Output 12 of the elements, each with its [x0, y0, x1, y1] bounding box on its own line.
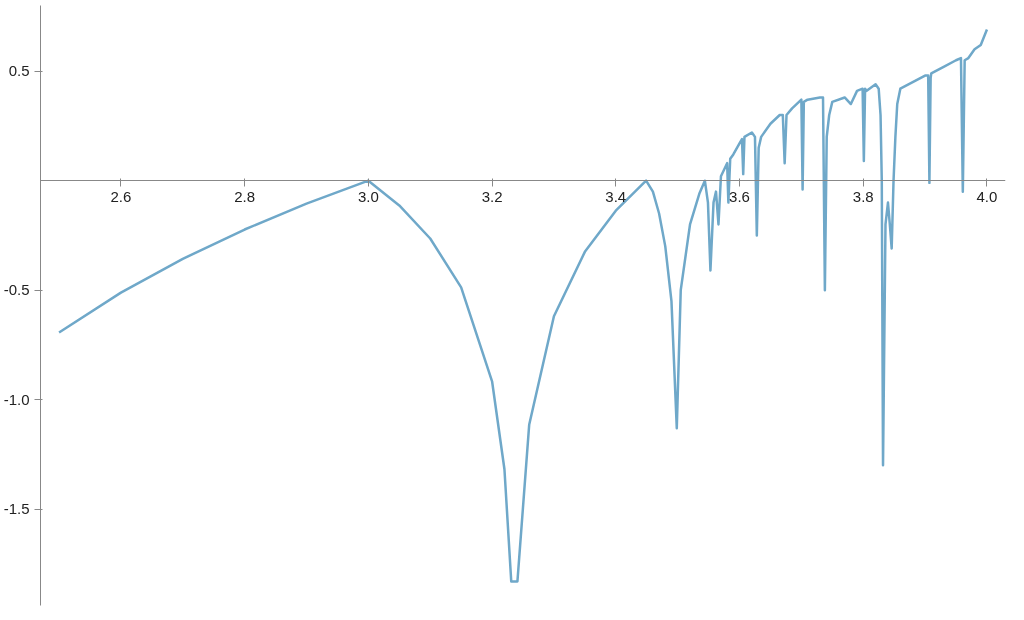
x-tick-label: 3.8: [852, 187, 874, 205]
y-tick-label: -1.0: [3, 390, 30, 408]
y-tick-label: 0.5: [8, 62, 30, 80]
x-tick-label: 3.2: [481, 187, 503, 205]
x-tick-label: 2.6: [110, 187, 132, 205]
x-tick-label: 4.0: [976, 187, 998, 205]
x-tick-label: 2.8: [234, 187, 256, 205]
x-tick-label: 3.4: [605, 187, 627, 205]
x-tick-label: 3.0: [357, 187, 379, 205]
x-tick-label: 3.6: [729, 187, 750, 205]
y-tick-label: -0.5: [3, 281, 30, 299]
y-tick-label: -1.5: [3, 500, 30, 518]
